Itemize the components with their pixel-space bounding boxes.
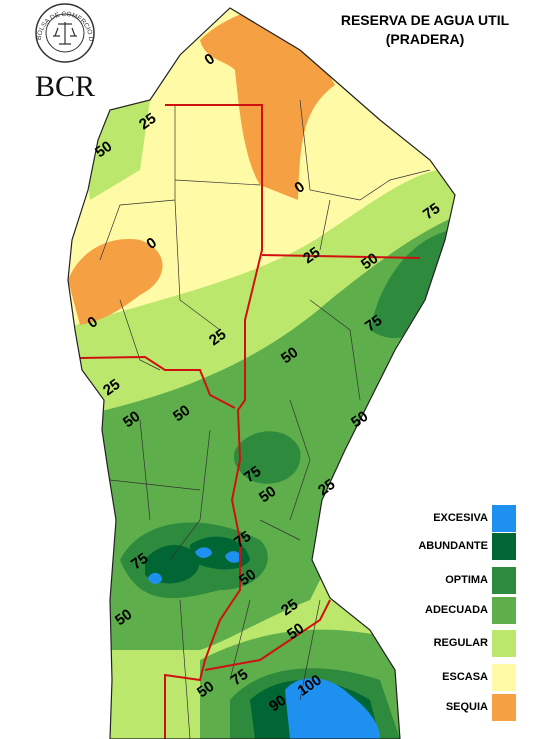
title-line: RESERVA DE AGUA UTIL <box>341 12 510 28</box>
legend-label: OPTIMA <box>445 574 488 586</box>
legend-label: REGULAR <box>434 637 488 649</box>
legend-label: ESCASA <box>442 671 488 683</box>
contour-label: 25 <box>315 476 338 499</box>
contour-label: 50 <box>170 402 193 425</box>
legend-swatch <box>492 664 516 691</box>
logo-ring-text: BOLSA DE COMERCIO DE ROSARIO <box>0 0 94 42</box>
title-line: (PRADERA) <box>386 31 465 47</box>
contour-label: 50 <box>256 483 279 506</box>
legend-swatch <box>492 533 516 560</box>
legend-label: SEQUIA <box>446 701 488 713</box>
logo-emblem <box>53 22 77 45</box>
legend-label: ADECUADA <box>425 604 488 616</box>
contour-label: 75 <box>228 666 251 689</box>
zone <box>195 547 212 558</box>
contour-label: 90 <box>266 692 289 715</box>
legend-label: EXCESIVA <box>433 512 488 524</box>
contour-label: 50 <box>358 250 381 273</box>
legend-swatch <box>492 630 516 657</box>
legend-swatch <box>492 567 516 594</box>
logo-ring <box>35 3 95 63</box>
province-borders <box>79 104 421 739</box>
contour-label: 25 <box>100 376 123 399</box>
legend-swatch <box>492 505 516 532</box>
contour-label: 25 <box>300 244 323 267</box>
contour-label: 25 <box>206 326 229 349</box>
contour-label: 50 <box>120 408 143 431</box>
logo-ring-text: BOLSA DE COMERCIO DE ROSARIO <box>0 0 94 42</box>
legend: EXCESIVA ABUNDANTE OPTIMA ADECUADA REGULAR ES… <box>418 505 516 721</box>
contour-label: 50 <box>236 566 259 589</box>
contour-label: 75 <box>231 528 254 551</box>
contour-label: 75 <box>420 200 443 223</box>
zone <box>200 8 335 200</box>
contour-label: 50 <box>348 408 371 431</box>
contour-label: 50 <box>92 138 115 161</box>
contour-label: 50 <box>112 606 135 629</box>
zone <box>225 551 242 563</box>
zone <box>68 239 163 325</box>
department-borders <box>99 99 431 739</box>
zone <box>148 572 162 584</box>
contour-label: 50 <box>284 620 307 643</box>
logo-initials: BCR <box>35 70 95 103</box>
contour-label: 50 <box>194 678 217 701</box>
contour-label: 25 <box>278 596 301 619</box>
zone <box>285 678 380 739</box>
zone <box>233 431 301 484</box>
contour-label: 50 <box>278 344 301 367</box>
contour-label: 75 <box>362 312 385 335</box>
legend-swatch <box>492 694 516 721</box>
legend-swatch <box>492 597 516 624</box>
legend-label: ABUNDANTE <box>418 540 488 552</box>
logo: BOLSA DE COMERCIO DE ROSARIO BCR <box>0 0 95 103</box>
contour-label: 25 <box>136 110 159 133</box>
contour-label: 75 <box>128 550 151 573</box>
contour-label: 75 <box>241 463 264 486</box>
logo-inner-ring <box>45 13 85 53</box>
